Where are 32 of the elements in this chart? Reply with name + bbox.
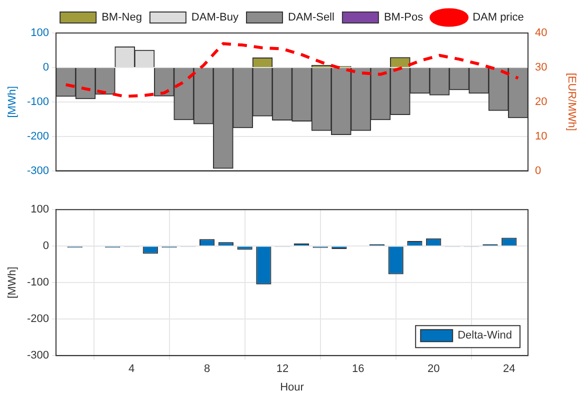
x-axis-title: Hour <box>280 381 304 394</box>
x-tick-label: 8 <box>204 363 210 376</box>
y-tick-label: 0 <box>42 240 49 252</box>
y-tick-label: -100 <box>26 276 49 289</box>
y-axis-title: [MWh] <box>6 266 19 298</box>
y-tick-label: -300 <box>26 164 49 177</box>
y-tick-label: -200 <box>26 130 49 142</box>
y2-tick-label: 30 <box>535 61 548 74</box>
y-tick-label: 100 <box>30 27 49 40</box>
y2-tick-label: 10 <box>535 130 548 142</box>
y2-tick-label: 0 <box>535 164 542 177</box>
y-tick-label: -200 <box>26 313 49 326</box>
legend-label: DAM-Buy <box>191 12 239 24</box>
y2-tick-label: 20 <box>535 96 548 108</box>
y2-tick-label: 40 <box>535 27 548 40</box>
x-tick-label: 12 <box>276 363 289 376</box>
legend-label: Delta-Wind <box>458 330 512 342</box>
line-series <box>64 42 520 98</box>
x-tick-label: 20 <box>427 363 440 376</box>
y2-axis-title: [EUR/MWh] <box>565 72 578 131</box>
legend-label: BM-Neg <box>102 12 142 24</box>
y-tick-label: 0 <box>42 61 49 74</box>
y-tick-label: 100 <box>30 204 49 216</box>
y-axis-title: [MWh] <box>6 86 19 118</box>
x-tick-label: 16 <box>352 363 364 376</box>
x-tick-label: 24 <box>502 363 516 376</box>
legend-label: DAM-Sell <box>288 12 334 24</box>
y-tick-label: -300 <box>26 350 49 362</box>
x-tick-label: 4 <box>128 363 135 376</box>
legend-label: BM-Pos <box>384 12 424 24</box>
y-tick-label: -100 <box>26 96 49 108</box>
legend-label: DAM price <box>472 12 524 24</box>
